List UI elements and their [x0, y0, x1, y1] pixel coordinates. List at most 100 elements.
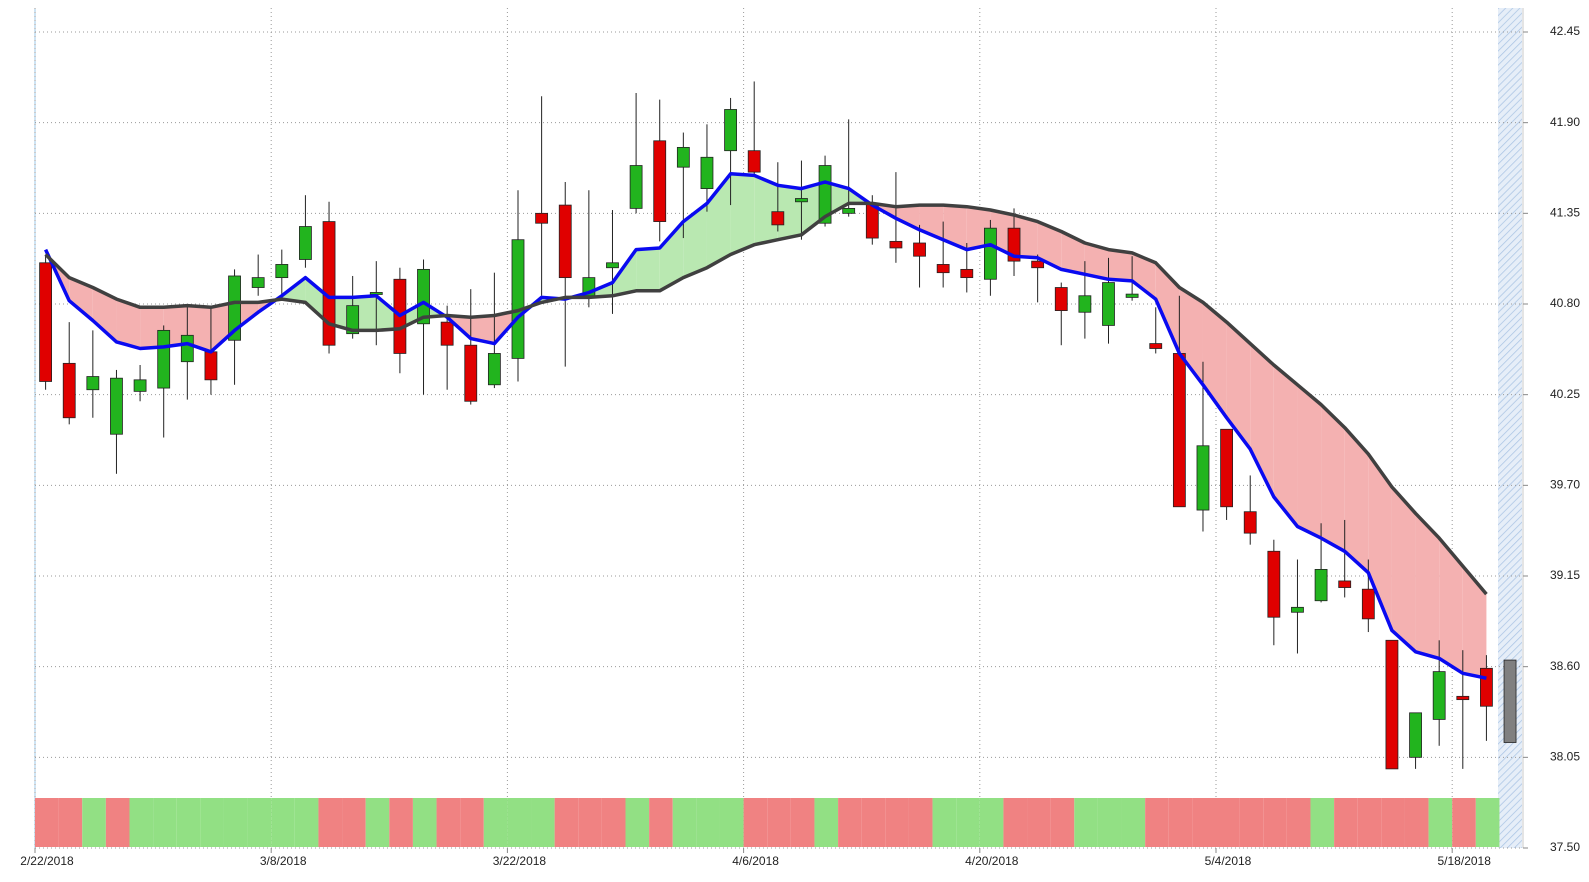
- candle-body: [39, 262, 52, 382]
- y-tick-label: 38.05: [1550, 750, 1580, 764]
- ma-fill: [730, 173, 755, 255]
- ma-fill: [659, 221, 684, 291]
- ma-fill: [1155, 262, 1180, 354]
- signal-cell: [767, 798, 791, 847]
- ma-fill: [1344, 427, 1369, 573]
- signal-cell: [719, 798, 744, 847]
- signal-cell: [1121, 798, 1146, 847]
- signal-cell: [861, 798, 886, 847]
- candle-body: [535, 212, 549, 224]
- y-tick-label: 39.70: [1550, 478, 1580, 492]
- signal-cell: [105, 798, 130, 847]
- signal-cell: [1263, 798, 1287, 847]
- ma-line: [44, 201, 1488, 596]
- candle-body: [1125, 293, 1139, 298]
- signal-cell: [58, 798, 83, 847]
- ma-fill: [943, 205, 967, 250]
- ma-fill: [1297, 384, 1322, 539]
- signal-cell: [672, 798, 697, 847]
- signal-cell: [1310, 798, 1335, 847]
- signal-cell: [601, 798, 626, 847]
- signal-cell: [1097, 798, 1122, 847]
- candle-body: [700, 156, 714, 190]
- y-tick-label: 41.90: [1550, 115, 1580, 129]
- candle-body: [747, 150, 761, 173]
- signal-cell: [1475, 798, 1500, 847]
- ma-fill: [1321, 404, 1345, 552]
- signal-cell: [1168, 798, 1193, 847]
- signal-cell: [342, 798, 366, 847]
- candle-body: [1078, 295, 1092, 313]
- candle-body: [62, 362, 76, 419]
- signal-cell: [412, 798, 437, 847]
- signal-cell: [696, 798, 720, 847]
- signal-cell: [1357, 798, 1382, 847]
- signal-cell: [507, 798, 532, 847]
- candle-body: [251, 277, 265, 288]
- signal-cell: [1192, 798, 1216, 847]
- signal-cell: [1216, 798, 1240, 847]
- ma-fill: [636, 247, 660, 291]
- candle-body: [913, 242, 926, 257]
- candle-body: [1409, 712, 1422, 758]
- candle-body: [1172, 353, 1186, 508]
- candle-body: [1361, 588, 1375, 620]
- ma-fill: [1132, 252, 1156, 300]
- candle-body: [204, 351, 218, 381]
- candle-body: [346, 305, 360, 335]
- signal-cell: [932, 798, 957, 847]
- candle-body: [1054, 287, 1068, 311]
- signal-cell: [1239, 798, 1264, 847]
- x-tick-label: 3/8/2018: [260, 854, 307, 868]
- candle-body: [440, 321, 454, 346]
- y-tick-label: 39.15: [1550, 568, 1580, 582]
- candle-body: [1503, 659, 1517, 743]
- signal-cell: [1428, 798, 1453, 847]
- signal-cell: [1381, 798, 1405, 847]
- candle-body: [676, 146, 690, 168]
- candle-body: [86, 376, 100, 391]
- x-tick-label: 5/4/2018: [1205, 854, 1252, 868]
- candle-body: [1149, 343, 1163, 349]
- ma-fill: [683, 203, 707, 278]
- candle-body: [1291, 606, 1304, 613]
- signal-cell: [1074, 798, 1098, 847]
- candle-body: [842, 207, 856, 214]
- candle-body: [606, 262, 619, 269]
- signal-cell: [838, 798, 862, 847]
- signal-cell: [1452, 798, 1476, 847]
- signal-cell: [1003, 798, 1028, 847]
- signal-cell: [82, 798, 106, 847]
- signal-cell: [200, 798, 224, 847]
- signal-cell: [956, 798, 980, 847]
- y-tick-label: 42.45: [1550, 24, 1580, 38]
- x-tick-label: 4/6/2018: [732, 854, 779, 868]
- candle-body: [1456, 695, 1470, 701]
- candle-body: [629, 165, 643, 209]
- signal-cell: [35, 798, 59, 847]
- ma-fill: [1202, 302, 1227, 418]
- ma-fill: [1061, 231, 1085, 275]
- signal-cell: [294, 798, 319, 847]
- candle-body: [228, 275, 241, 341]
- candle-body: [180, 334, 194, 363]
- signal-cell: [790, 798, 815, 847]
- candle-body: [984, 227, 997, 280]
- candle-body: [1196, 445, 1210, 511]
- candle-body: [936, 264, 950, 274]
- ma-fill: [1462, 566, 1487, 679]
- y-tick-label: 38.60: [1550, 659, 1580, 673]
- y-tick-label: 40.25: [1550, 387, 1580, 401]
- candle-body: [960, 268, 974, 279]
- candle-body: [275, 264, 289, 279]
- candle-body: [558, 204, 572, 279]
- ma-fill: [1037, 221, 1062, 270]
- signal-cell: [531, 798, 555, 847]
- signal-cell: [1050, 798, 1075, 847]
- ma-line: [44, 172, 1487, 680]
- y-tick-label: 37.50: [1550, 840, 1580, 854]
- ma-fill: [69, 277, 93, 321]
- candle-body: [1220, 428, 1233, 508]
- signal-cell: [1027, 798, 1051, 847]
